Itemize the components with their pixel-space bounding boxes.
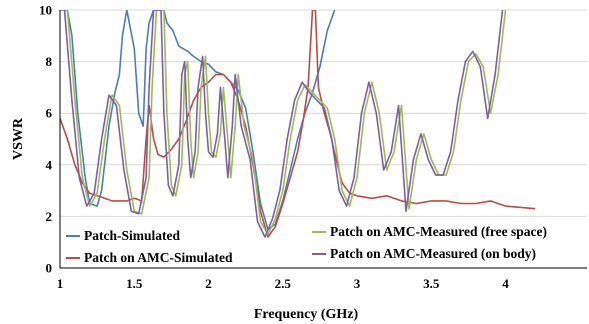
x-tick-label: 3.5 [423, 276, 440, 291]
series-line-3 [66, 10, 507, 236]
x-tick-label: 2.5 [275, 276, 292, 291]
y-tick-label: 10 [39, 3, 52, 18]
y-tick-label: 0 [46, 261, 53, 276]
x-tick-label: 2 [205, 276, 212, 291]
legend-label-1: Patch-Simulated [84, 228, 180, 243]
series-line-2 [60, 10, 536, 238]
legend: Patch-Simulated Patch on AMC-Simulated Pat… [66, 224, 547, 265]
legend-label-3: Patch on AMC-Measured (free space) [330, 224, 547, 239]
y-axis-label: VSWR [11, 117, 26, 160]
legend-label-2: Patch on AMC-Simulated [84, 250, 233, 265]
x-axis-label: Frequency (GHz) [254, 307, 359, 322]
x-tick-label: 1 [57, 276, 64, 291]
tick-labels: 0 2 4 6 8 10 1 1.5 2 2.5 3 3.5 4 [39, 3, 509, 292]
series-line-4 [63, 10, 504, 238]
x-tick-label: 3 [354, 276, 361, 291]
y-tick-label: 6 [46, 106, 53, 121]
y-tick-label: 8 [46, 54, 53, 69]
y-tick-label: 4 [46, 157, 53, 172]
x-tick-label: 1.5 [126, 276, 143, 291]
x-tick-label: 4 [502, 276, 509, 291]
axes [59, 10, 587, 269]
y-tick-label: 2 [46, 209, 53, 224]
legend-label-4: Patch on AMC-Measured (on body) [330, 246, 536, 261]
series-lines [60, 10, 536, 238]
